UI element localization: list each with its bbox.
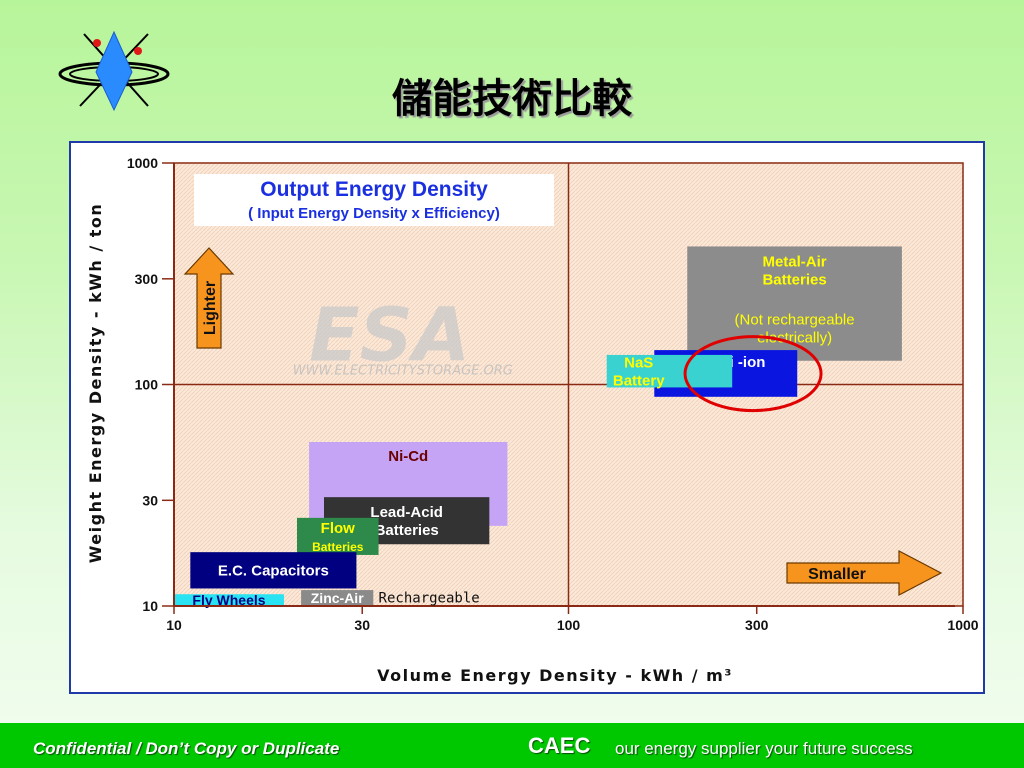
footer-bar: Confidential / Don’t Copy or Duplicate C… <box>0 723 1024 768</box>
region-ec-capacitors-box <box>190 552 357 589</box>
esa-watermark: ESA WWW.ELECTRICITYSTORAGE.ORG <box>293 293 513 379</box>
smaller-arrow: Smaller <box>786 550 943 596</box>
li-ion-highlight-circle <box>683 335 823 413</box>
region-metal-air-label: (Not rechargeable <box>735 311 855 328</box>
y-tick-label: 300 <box>135 271 159 287</box>
footer-slogan: our energy supplier your future success <box>615 739 913 758</box>
region-nas-label: Battery <box>613 373 665 390</box>
chart-frame: ESA WWW.ELECTRICITYSTORAGE.ORG Ni-Cd Lead… <box>69 141 985 694</box>
region-ec-capacitors: E.C. Capacitors <box>190 552 357 589</box>
footer-brand: CAEC <box>528 733 591 758</box>
y-tick-label: 30 <box>142 492 158 508</box>
region-flow-label: Flow <box>321 520 355 537</box>
energy-density-chart: ESA WWW.ELECTRICITYSTORAGE.ORG Ni-Cd Lead… <box>86 155 979 685</box>
region-ec-capacitors-label: E.C. Capacitors <box>218 563 329 580</box>
region-zinc-air-label: Zinc-Air <box>311 590 364 606</box>
lighter-arrow-label: Lighter <box>202 281 219 335</box>
region-zinc-air: Zinc-Air <box>301 590 374 606</box>
x-tick-label: 300 <box>745 617 769 633</box>
y-tick-label: 100 <box>135 377 159 393</box>
watermark-sub-text: WWW.ELECTRICITYSTORAGE.ORG <box>293 364 513 379</box>
region-nas-label: NaS <box>624 355 653 372</box>
region-fly-wheels: Fly Wheels <box>174 592 284 608</box>
chart-title: Output Energy Density <box>260 178 488 201</box>
lighter-arrow-shape <box>183 247 235 349</box>
atom-diamond-logo-icon <box>58 30 170 112</box>
x-tick-label: 1000 <box>947 617 978 633</box>
confidential-notice: Confidential / Don’t Copy or Duplicate <box>33 739 340 758</box>
region-nas-box <box>606 354 733 388</box>
x-axis-label: Volume Energy Density - kWh / m³ <box>377 666 733 685</box>
region-ni-cd-label: Ni-Cd <box>388 448 428 465</box>
y-axis-label: Weight Energy Density - kWh / ton <box>86 203 105 564</box>
region-lead-acid-label: Batteries <box>375 522 439 539</box>
chart-subtitle: ( Input Energy Density x Efficiency) <box>248 205 500 222</box>
x-tick-label: 10 <box>166 617 182 633</box>
region-zinc-air-box <box>301 590 374 606</box>
rechargeable-label: Rechargeable <box>379 590 480 606</box>
watermark-main-text: ESA <box>309 293 470 379</box>
y-tick-label: 10 <box>142 598 158 614</box>
x-tick-label: 100 <box>557 617 581 633</box>
lighter-arrow: Lighter <box>183 247 235 349</box>
smaller-arrow-label: Smaller <box>808 566 866 583</box>
smaller-arrow-shape <box>786 550 943 596</box>
region-metal-air-label: Metal-Air <box>762 253 826 270</box>
region-flow: Flow Batteries <box>296 517 379 555</box>
region-lead-acid-label: Lead-Acid <box>370 504 443 521</box>
region-fly-wheels-label: Fly Wheels <box>192 592 265 608</box>
region-metal-air-label: electrically) <box>757 329 832 346</box>
region-flow-label: Batteries <box>312 540 364 554</box>
region-flow-box <box>296 517 379 555</box>
y-tick-label: 1000 <box>127 155 158 171</box>
region-metal-air-label: Batteries <box>762 271 826 288</box>
x-tick-label: 30 <box>354 617 370 633</box>
chart-title-box: Output Energy Density ( Input Energy Den… <box>194 174 554 226</box>
region-fly-wheels-box <box>174 594 284 606</box>
slide-title: 儲能技術比較 <box>392 76 632 122</box>
